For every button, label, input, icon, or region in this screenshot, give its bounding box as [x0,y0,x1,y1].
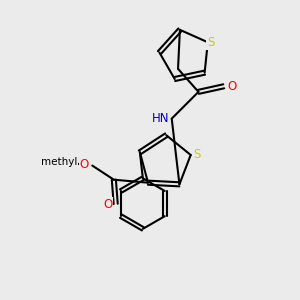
Text: S: S [207,36,214,49]
Text: methyl: methyl [41,157,77,167]
Text: HN: HN [152,112,169,125]
Text: O: O [80,158,89,171]
Text: O: O [103,198,112,211]
Text: S: S [194,148,201,161]
Text: O: O [227,80,236,93]
